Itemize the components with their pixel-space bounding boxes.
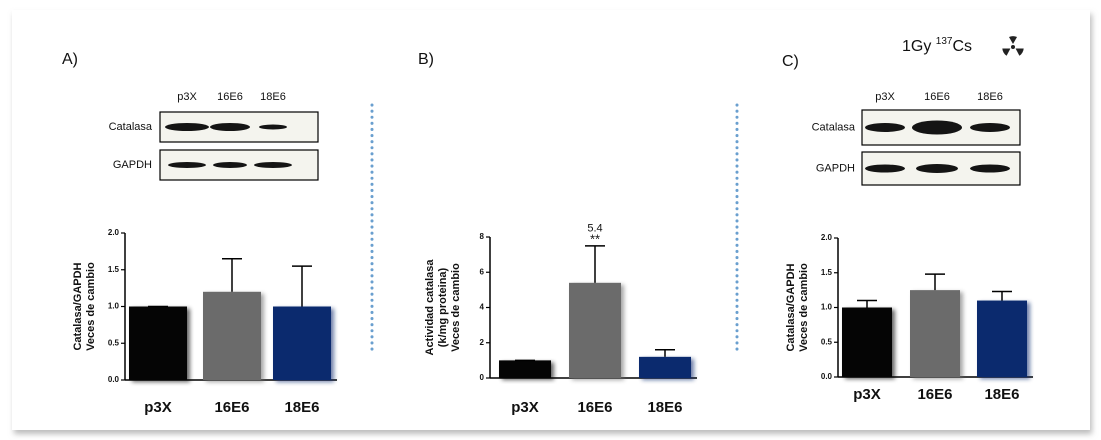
bar: [910, 290, 960, 377]
blot-band: [168, 162, 206, 168]
page: {"chart_data":[ {"type":"bar","panel_lab…: [0, 0, 1101, 440]
blot-band: [865, 123, 905, 132]
blot-band: [213, 162, 247, 168]
blot-band: [165, 123, 209, 131]
y-axis-label: Veces de cambio: [450, 263, 462, 352]
y-axis-label: Veces de cambio: [85, 262, 97, 351]
bar: [273, 307, 331, 381]
figure: A) p3X 16E6 18E6 Catalasa GAPDH 0.0 0.5 1.0 1.5 2.…: [0, 0, 1101, 440]
value-label: 5.4: [587, 223, 602, 235]
y-tick-label: 8: [480, 232, 485, 241]
x-tick-label: 18E6: [647, 399, 682, 416]
y-tick-label: 0.5: [821, 337, 833, 346]
blot-band: [970, 165, 1010, 173]
x-tick-label: p3X: [511, 399, 539, 416]
lane-label: p3X: [875, 91, 895, 103]
y-tick-label: 1.0: [108, 302, 120, 311]
y-axis-label: Catalasa/GAPDH: [72, 262, 84, 350]
x-tick-label: 16E6: [214, 399, 249, 416]
y-tick-label: 0: [480, 373, 485, 382]
y-tick-label: 0.0: [821, 372, 833, 381]
panel-label: A): [62, 51, 78, 68]
panel-label: B): [418, 51, 434, 68]
blot-band: [970, 123, 1010, 132]
lane-label: 16E6: [924, 91, 950, 103]
blot-band: [210, 123, 250, 131]
lane-label: p3X: [177, 91, 197, 103]
y-axis-label: Actividad catalasa: [424, 259, 436, 356]
blot-row-label: GAPDH: [113, 159, 152, 171]
y-tick-label: 1.5: [108, 265, 120, 274]
y-tick-label: 0.0: [108, 375, 120, 384]
blot-row-label: GAPDH: [816, 162, 855, 174]
blot-row-label: Catalasa: [812, 121, 856, 133]
y-tick-label: 6: [480, 267, 485, 276]
y-tick-label: 2: [480, 338, 485, 347]
x-tick-label: 16E6: [917, 386, 952, 403]
y-tick-label: 1.0: [821, 303, 833, 312]
x-tick-label: p3X: [144, 399, 172, 416]
lane-label: 16E6: [217, 91, 243, 103]
bar: [203, 292, 261, 380]
y-tick-label: 4: [480, 303, 485, 312]
bar: [499, 360, 551, 378]
bar: [129, 307, 187, 381]
bar: [842, 308, 892, 378]
x-tick-label: 16E6: [577, 399, 612, 416]
blot-band: [865, 165, 905, 173]
title-part: 1Gy: [902, 38, 936, 55]
x-tick-label: 18E6: [984, 386, 1019, 403]
title-part: Cs: [952, 38, 972, 55]
bar: [639, 357, 691, 378]
blot-band: [259, 125, 287, 130]
y-tick-label: 2.0: [108, 228, 120, 237]
y-axis-label: Catalasa/GAPDH: [785, 263, 797, 351]
blot-row-label: Catalasa: [109, 121, 153, 133]
bar: [977, 301, 1027, 377]
blot-band: [254, 162, 292, 168]
y-axis-label: (k/mg proteina): [437, 267, 449, 347]
blot-band: [912, 121, 962, 135]
lane-label: 18E6: [260, 91, 286, 103]
blot-band: [916, 164, 958, 173]
x-tick-label: 18E6: [284, 399, 319, 416]
y-tick-label: 2.0: [821, 233, 833, 242]
y-axis-label: Veces de cambio: [798, 263, 810, 352]
y-tick-label: 0.5: [108, 338, 120, 347]
bar: [569, 283, 621, 378]
y-tick-label: 1.5: [821, 268, 833, 277]
panel-label: C): [782, 53, 799, 70]
title-part: 137: [936, 36, 953, 47]
x-tick-label: p3X: [853, 386, 881, 403]
lane-label: 18E6: [977, 91, 1003, 103]
